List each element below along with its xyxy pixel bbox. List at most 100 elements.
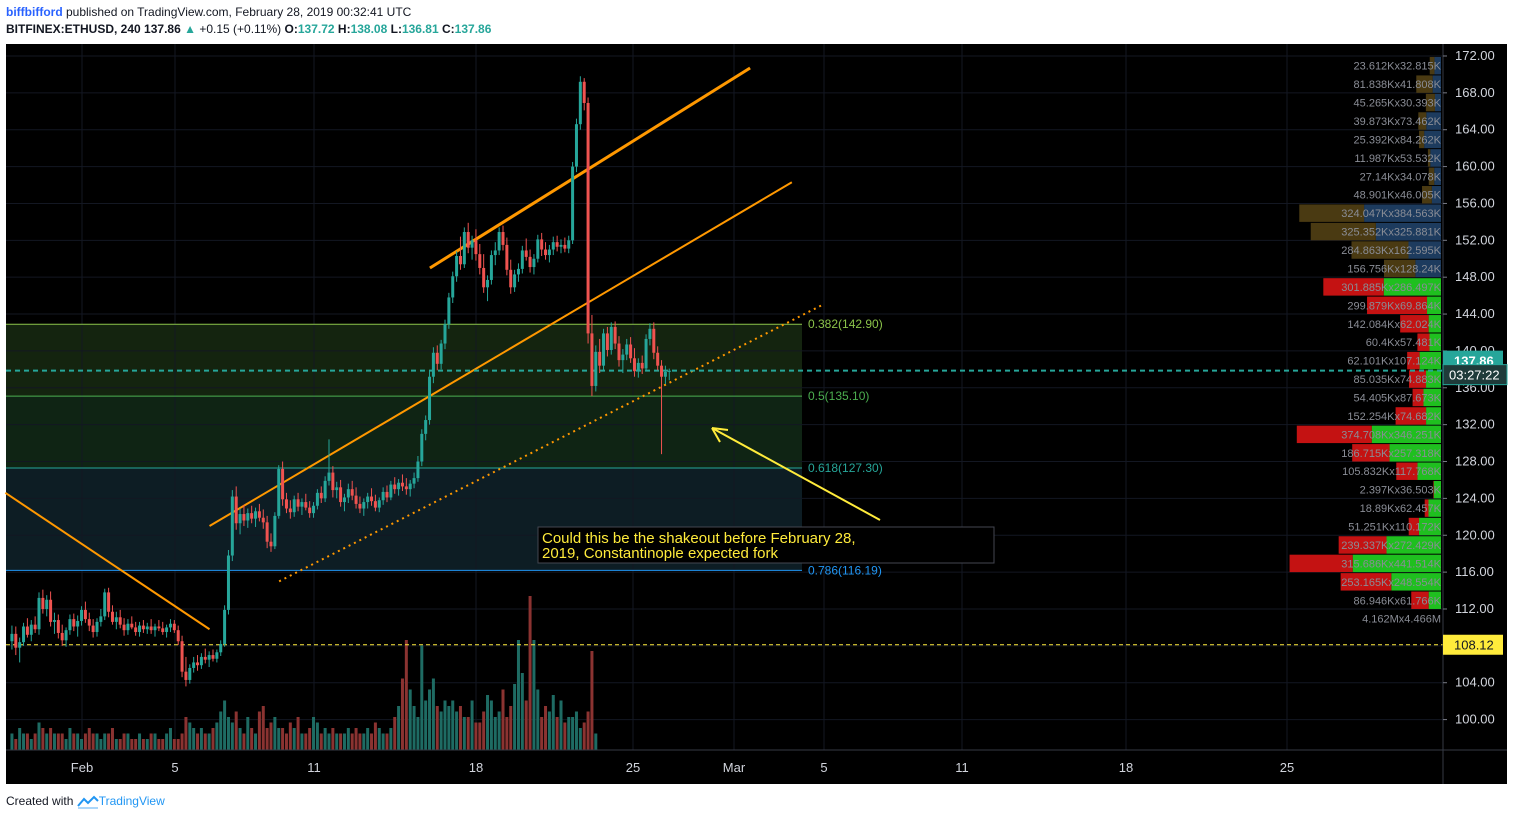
candle-body — [424, 420, 428, 434]
volume-bar — [447, 706, 451, 750]
candle-body — [602, 333, 606, 366]
candle-body — [393, 484, 397, 490]
candle-body — [594, 351, 598, 386]
candle-body — [656, 352, 660, 366]
candle-body — [362, 502, 366, 509]
open-value: 137.72 — [297, 22, 335, 36]
profile-label: 45.265Kx30.393K — [1354, 98, 1442, 110]
volume-bar — [114, 739, 118, 750]
candle-body — [644, 338, 648, 369]
change-text: +0.15 (+0.11%) — [199, 22, 282, 36]
volume-bar — [207, 733, 211, 750]
volume-bar — [412, 706, 416, 750]
profile-sell-bar — [1426, 407, 1441, 425]
candle-body — [157, 626, 161, 629]
candle-body — [211, 655, 215, 659]
candle-body — [49, 599, 53, 622]
candle-body — [242, 514, 246, 521]
volume-bar — [172, 739, 176, 750]
volume-bar — [246, 717, 250, 750]
profile-label: 2.397Kx36.503K — [1360, 485, 1442, 497]
profile-label: 23.612Kx32.815K — [1354, 61, 1442, 73]
volume-bar — [350, 733, 354, 750]
profile-buy-bar — [1400, 315, 1429, 333]
profile-buy-bar — [1419, 130, 1425, 149]
level-price-tag — [1443, 634, 1503, 655]
profile-sell-bar — [1408, 241, 1441, 259]
x-tick-label: Mar — [723, 760, 746, 775]
candle-body — [304, 502, 308, 508]
volume-bar — [366, 728, 370, 750]
candle-body — [176, 630, 180, 642]
volume-bar — [68, 728, 72, 750]
annotation-line-2: 2019, Constantinople expected fork — [542, 545, 778, 562]
candle-body — [660, 365, 664, 377]
candle-body — [412, 478, 416, 484]
profile-sell-bar — [1430, 149, 1441, 167]
profile-sell-bar — [1417, 462, 1441, 480]
candle-body — [443, 324, 447, 344]
candle-body — [648, 328, 652, 339]
volume-bar — [18, 728, 22, 750]
volume-bar — [582, 722, 586, 750]
volume-bar — [478, 722, 482, 750]
candle-body — [652, 328, 656, 353]
candle-body — [640, 362, 644, 369]
volume-bar — [509, 706, 513, 750]
volume-bar — [373, 722, 377, 750]
volume-bar — [296, 717, 300, 750]
volume-bar — [370, 733, 374, 750]
candle-body — [312, 505, 316, 514]
profile-sell-bar — [1434, 167, 1441, 186]
volume-bar — [284, 733, 288, 750]
volume-bar — [64, 739, 68, 750]
footer: Created with TradingView — [6, 794, 165, 809]
volume-bar — [331, 728, 335, 750]
profile-sell-bar — [1383, 278, 1441, 296]
volume-bar — [327, 733, 331, 750]
x-tick-label: 5 — [820, 760, 827, 775]
volume-bar — [22, 733, 26, 750]
candle-body — [458, 255, 462, 265]
tradingview-brand[interactable]: TradingView — [98, 794, 165, 808]
countdown-tag-text: 03:27:22 — [1449, 368, 1500, 383]
candle-body — [501, 232, 505, 245]
volume-bar — [304, 733, 308, 750]
candle-body — [107, 592, 111, 612]
candle-body — [277, 468, 281, 516]
candle-body — [447, 297, 451, 325]
candle-body — [381, 491, 385, 501]
candle-body — [134, 627, 138, 633]
volume-bar — [470, 700, 474, 750]
volume-bar — [443, 700, 447, 750]
candle-body — [10, 633, 14, 642]
y-tick-label: 116.00 — [1455, 564, 1494, 579]
candle-body — [91, 625, 95, 633]
author-link[interactable]: biffbifford — [6, 5, 63, 19]
candle-body — [331, 472, 335, 491]
candle-body — [544, 249, 548, 256]
candle-body — [80, 609, 84, 621]
profile-label: 253.165Kx248.554K — [1341, 577, 1441, 589]
profile-sell-bar — [1352, 554, 1441, 573]
volume-bar — [14, 739, 18, 750]
profile-label: 39.873Kx73.462K — [1354, 116, 1442, 128]
profile-label: 54.405Kx87.673K — [1354, 393, 1442, 405]
fib-label: 0.786(116.19) — [808, 563, 882, 577]
candle-body — [230, 496, 234, 556]
candle-body — [408, 483, 412, 490]
volume-bar — [153, 733, 157, 750]
close-value: 137.86 — [454, 22, 492, 36]
volume-bar — [547, 711, 551, 750]
volume-bar — [122, 733, 126, 750]
profile-sell-bar — [1433, 480, 1441, 499]
volume-bar — [482, 711, 486, 750]
volume-bar — [29, 739, 33, 750]
volume-bar — [586, 711, 590, 750]
profile-sell-bar — [1371, 425, 1441, 444]
profile-label: 324.047Kx384.563K — [1341, 208, 1441, 220]
volume-bar — [420, 645, 424, 750]
volume-bar — [196, 733, 200, 750]
volume-bar — [60, 733, 64, 750]
